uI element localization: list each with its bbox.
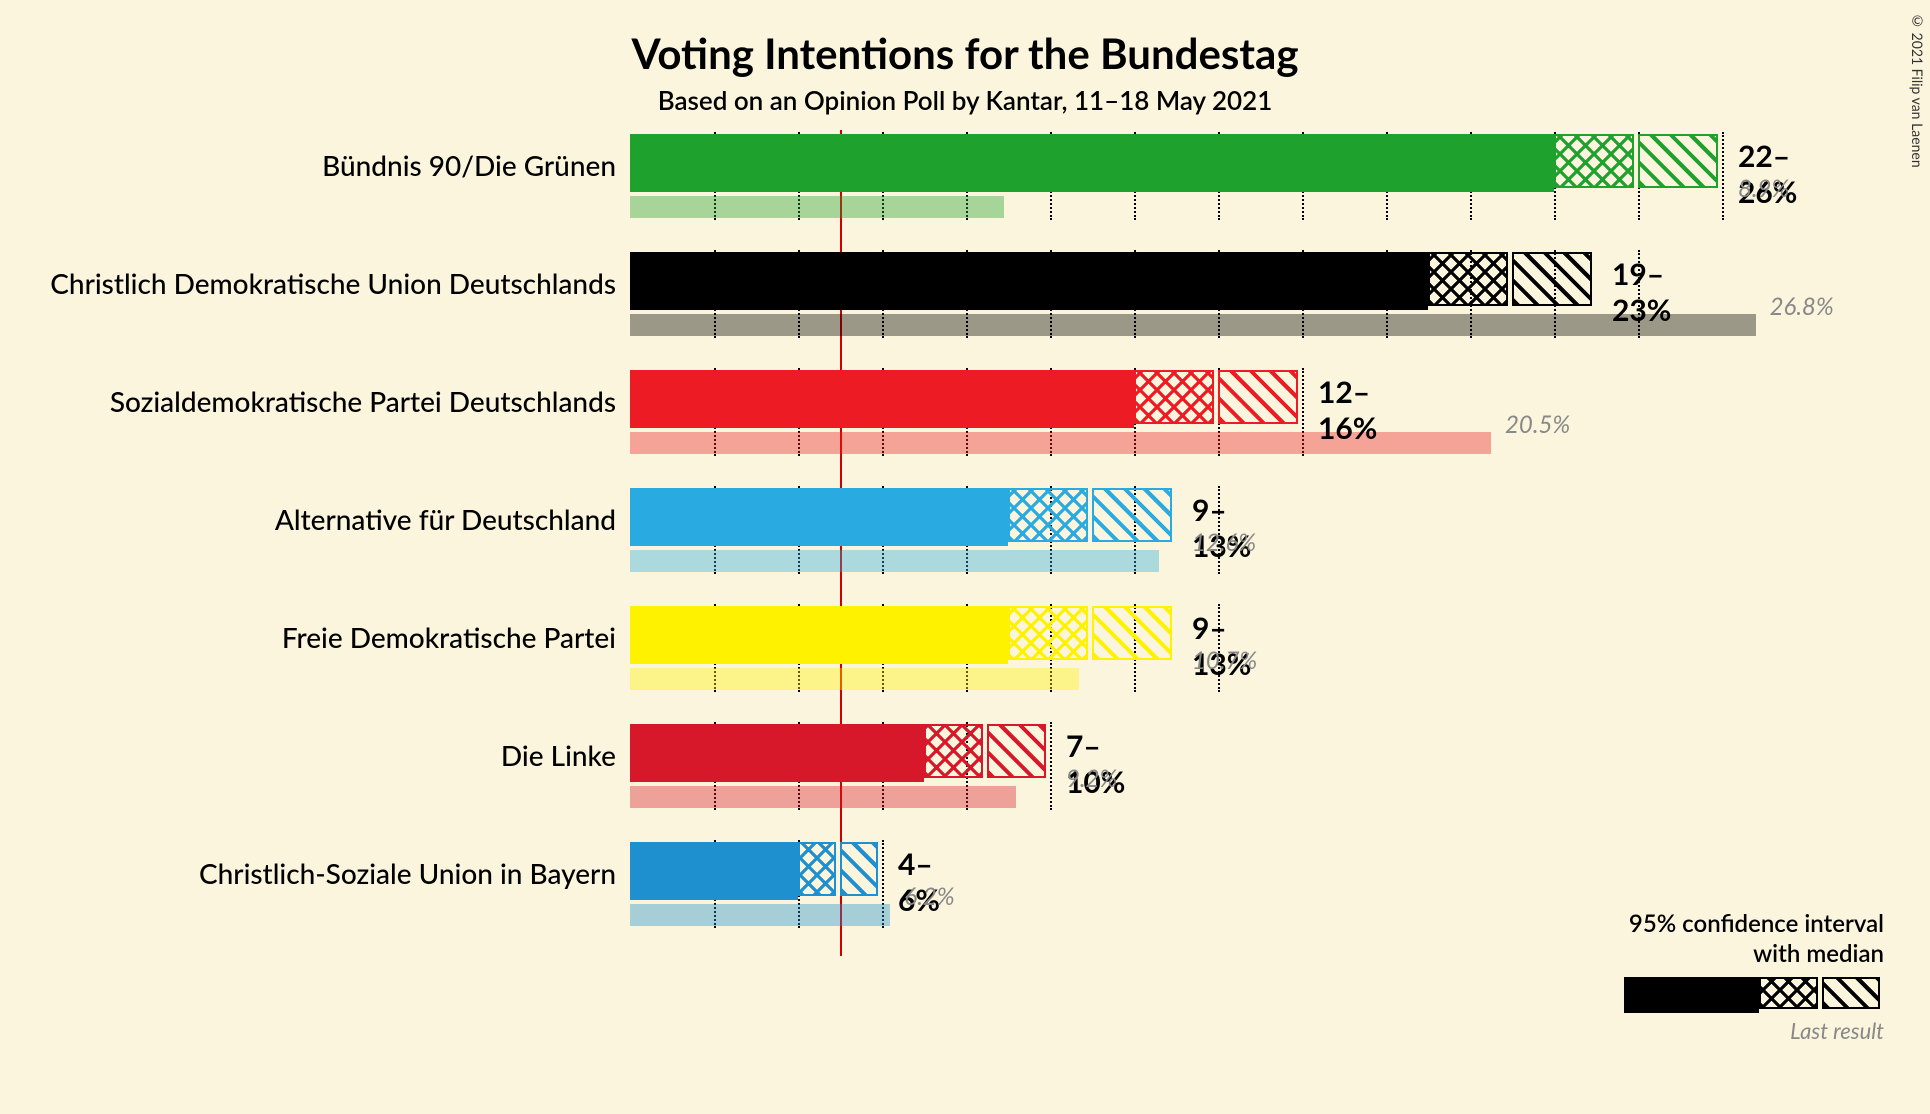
- chart-row: Freie Demokratische Partei9–13%10.7%: [0, 602, 1930, 720]
- bar-segment-crosshatch: [1428, 252, 1508, 306]
- party-label: Freie Demokratische Partei: [282, 620, 616, 654]
- bar-segment-diagonal: [1512, 252, 1592, 306]
- legend-seg-solid: [1624, 977, 1759, 1013]
- last-result-bar: [630, 314, 1756, 336]
- party-label: Christlich Demokratische Union Deutschla…: [50, 266, 616, 300]
- legend-last-label: Last result: [1624, 1017, 1884, 1044]
- party-label: Alternative für Deutschland: [275, 502, 616, 536]
- last-result-label: 26.8%: [1770, 292, 1834, 321]
- bar-segment-diagonal: [1092, 606, 1172, 660]
- legend: 95% confidence interval with median Last…: [1624, 909, 1884, 1044]
- bar-segment-solid: [630, 842, 798, 900]
- bar-segment-crosshatch: [924, 724, 983, 778]
- last-result-label: 20.5%: [1505, 410, 1570, 439]
- chart-row: Bündnis 90/Die Grünen22–26%8.9%: [0, 130, 1930, 248]
- chart-row: Christlich Demokratische Union Deutschla…: [0, 248, 1930, 366]
- last-result-label: 10.7%: [1192, 646, 1257, 675]
- chart-row: Alternative für Deutschland9–13%12.6%: [0, 484, 1930, 602]
- last-result-bar: [630, 786, 1016, 808]
- last-result-bar: [630, 550, 1159, 572]
- bar-segment-solid: [630, 252, 1428, 310]
- bar-segment-crosshatch: [1008, 488, 1088, 542]
- legend-line2: with median: [1624, 939, 1884, 969]
- bar-segment-solid: [630, 488, 1008, 546]
- party-label: Sozialdemokratische Partei Deutschlands: [110, 384, 616, 418]
- bar-segment-crosshatch: [1008, 606, 1088, 660]
- chart-subtitle: Based on an Opinion Poll by Kantar, 11–1…: [0, 84, 1930, 116]
- party-label: Die Linke: [501, 738, 616, 772]
- last-result-label: 8.9%: [1738, 174, 1789, 203]
- bar-segment-solid: [630, 370, 1134, 428]
- legend-line1: 95% confidence interval: [1624, 909, 1884, 939]
- bar-segment-diagonal: [1638, 134, 1718, 188]
- bar-segment-crosshatch: [1134, 370, 1214, 424]
- last-result-label: 6.2%: [904, 882, 954, 911]
- bar-segment-crosshatch: [798, 842, 836, 896]
- last-result-bar: [630, 904, 890, 926]
- bar-segment-solid: [630, 606, 1008, 664]
- chart-row: Sozialdemokratische Partei Deutschlands 1…: [0, 366, 1930, 484]
- chart-title: Voting Intentions for the Bundestag: [0, 0, 1930, 78]
- bar-segment-diagonal: [987, 724, 1046, 778]
- range-label: 12–16%: [1318, 374, 1377, 446]
- gridline: [1050, 722, 1052, 810]
- last-result-label: 9.2%: [1066, 764, 1117, 793]
- last-result-bar: [630, 196, 1004, 218]
- legend-seg-diag: [1822, 977, 1880, 1009]
- last-result-label: 12.6%: [1192, 528, 1256, 557]
- bar-segment-solid: [630, 724, 924, 782]
- range-label: 19–23%: [1612, 256, 1671, 328]
- bar-segment-solid: [630, 134, 1554, 192]
- legend-bar: [1624, 977, 1884, 1013]
- bar-segment-crosshatch: [1554, 134, 1634, 188]
- last-result-bar: [630, 668, 1079, 690]
- gridline: [1722, 132, 1724, 220]
- bar-segment-diagonal: [1218, 370, 1298, 424]
- chart-row: Die Linke7–10%9.2%: [0, 720, 1930, 838]
- party-label: Christlich-Soziale Union in Bayern: [199, 856, 616, 890]
- legend-seg-cross: [1759, 977, 1817, 1009]
- bar-segment-diagonal: [1092, 488, 1172, 542]
- party-label: Bündnis 90/Die Grünen: [322, 148, 616, 182]
- bar-segment-diagonal: [840, 842, 878, 896]
